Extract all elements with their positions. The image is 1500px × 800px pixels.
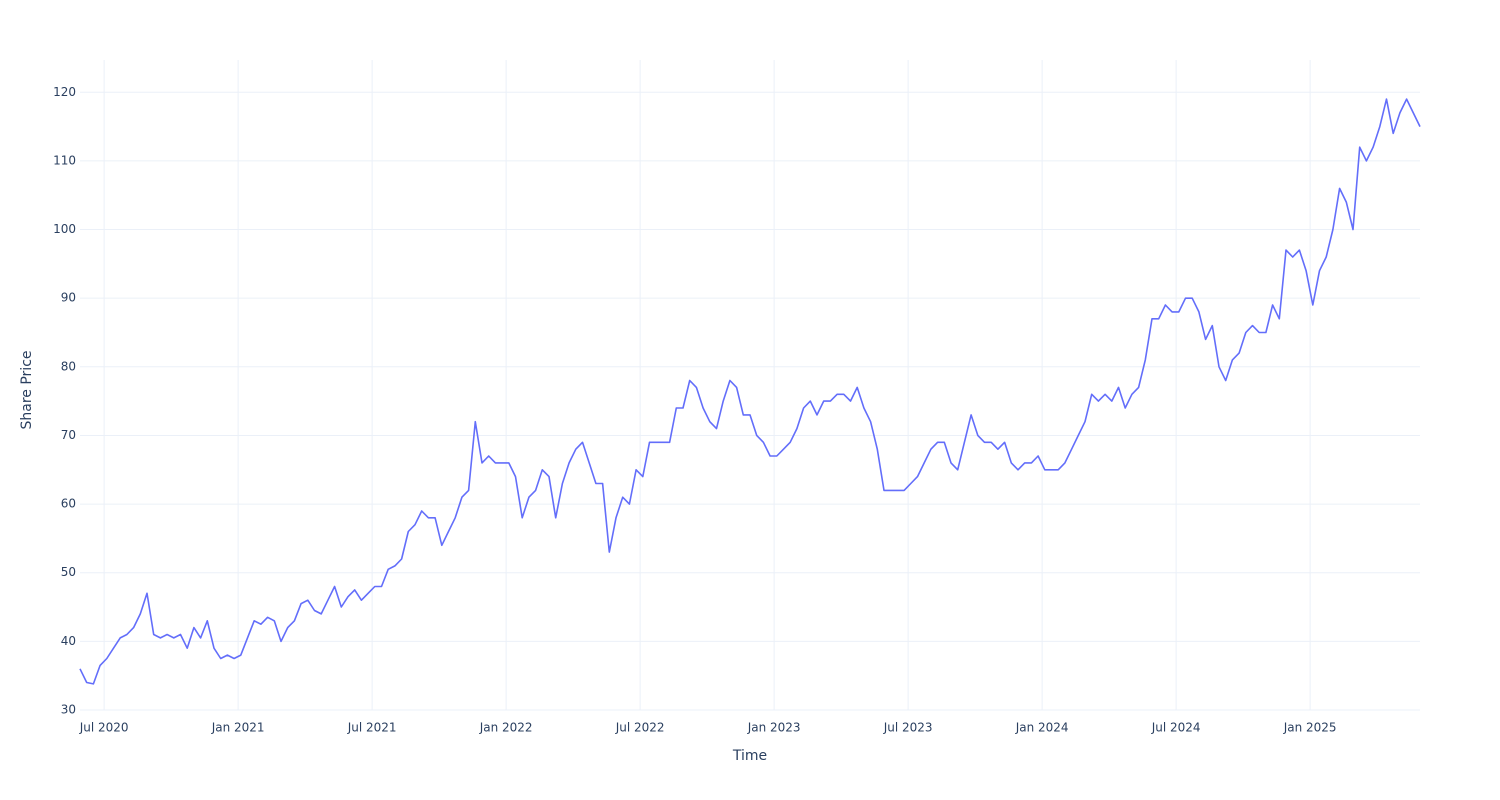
x-tick-label: Jan 2021 [211, 721, 265, 735]
price-line [79, 98, 1421, 685]
x-tick-label: Jul 2020 [79, 721, 129, 735]
y-tick-label: 70 [61, 428, 76, 442]
x-tick-label: Jan 2024 [1015, 721, 1069, 735]
y-tick-label: 60 [61, 497, 76, 511]
x-tick-label: Jan 2022 [479, 721, 533, 735]
y-tick-label: 100 [53, 222, 76, 236]
y-tick-label: 80 [61, 359, 76, 373]
x-axis-title: Time [732, 748, 767, 764]
y-axis-title: Share Price [19, 350, 35, 429]
y-tick-label: 50 [61, 565, 76, 579]
x-tick-label: Jan 2023 [747, 721, 801, 735]
x-tick-label: Jul 2021 [347, 721, 397, 735]
x-tick-label: Jul 2023 [883, 721, 933, 735]
grid [80, 60, 1420, 711]
x-tick-label: Jan 2025 [1283, 721, 1337, 735]
y-tick-label: 30 [61, 703, 76, 717]
x-tick-label: Jul 2022 [615, 721, 665, 735]
y-tick-label: 90 [61, 291, 76, 305]
y-tick-label: 120 [53, 85, 76, 99]
y-tick-label: 110 [53, 153, 76, 167]
x-tick-label: Jul 2024 [1151, 721, 1201, 735]
y-tick-label: 40 [61, 634, 76, 648]
